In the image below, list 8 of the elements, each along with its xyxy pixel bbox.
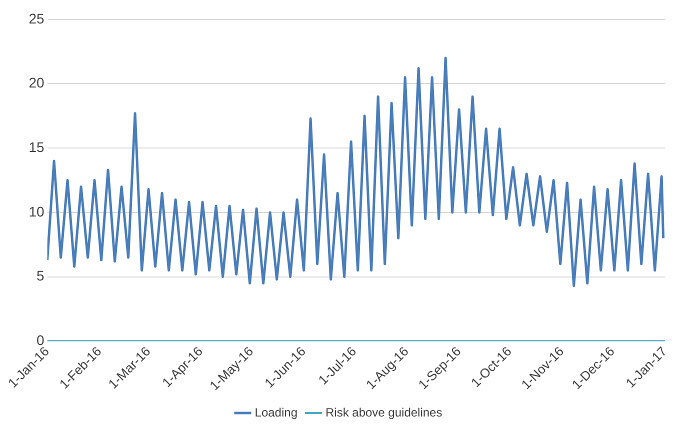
legend-label: Risk above guidelines bbox=[325, 405, 442, 420]
legend-label: Loading bbox=[254, 405, 298, 420]
y-tick-label: 5 bbox=[36, 268, 44, 284]
y-tick-label: 25 bbox=[28, 10, 44, 26]
y-tick-label: 20 bbox=[28, 74, 44, 91]
y-tick-label: 15 bbox=[28, 138, 44, 155]
y-tick-label: 10 bbox=[28, 203, 44, 220]
y-tick-label: 0 bbox=[36, 332, 44, 348]
